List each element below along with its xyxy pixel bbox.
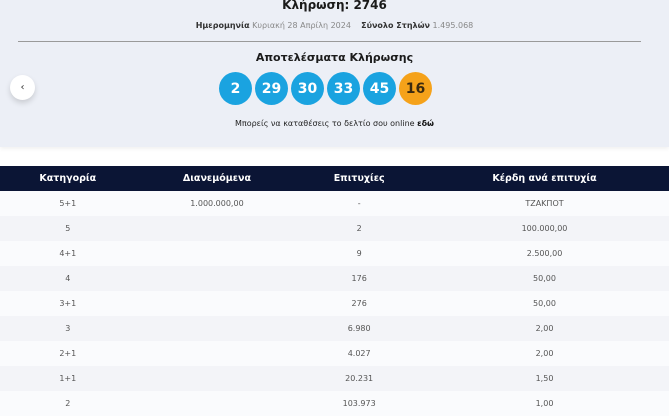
date-value: Κυριακή 28 Απρίλη 2024 (252, 21, 351, 30)
ball: 30 (291, 72, 324, 105)
table-row: 5 2 100.000,00 (0, 216, 669, 241)
date-label: Ημερομηνία (195, 21, 250, 30)
table-cell: 2 (0, 391, 136, 416)
table-cell: 50,00 (420, 266, 669, 291)
results-heading: Αποτελέσματα Κλήρωσης (255, 51, 414, 64)
table-row: 4+1 9 2.500,00 (0, 241, 669, 266)
table-cell (135, 316, 299, 341)
table-cell (135, 366, 299, 391)
table-cell: - (298, 191, 420, 216)
table-cell: 3+1 (0, 291, 136, 316)
table-cell: 9 (298, 241, 420, 266)
ball: 33 (327, 72, 360, 105)
columns-value: 1.495.068 (432, 21, 474, 30)
table-cell: 1.000.000,00 (135, 191, 299, 216)
table-cell: 2 (298, 216, 420, 241)
table-cell (135, 241, 299, 266)
table-cell: 6.980 (298, 316, 420, 341)
table-row: 3+1 276 50,00 (0, 291, 669, 316)
online-text: Μπορείς να καταθέσεις το δελτίο σου onli… (234, 119, 415, 128)
table-row: 1+1 20.231 1,50 (0, 366, 669, 391)
table-cell: 100.000,00 (420, 216, 669, 241)
table-row: 2 103.973 1,00 (0, 391, 669, 416)
table-cell (135, 216, 299, 241)
table-cell: 103.973 (298, 391, 420, 416)
table-cell (135, 266, 299, 291)
draw-panel: Κλήρωση: 2746 Ημερομηνία Κυριακή 28 Απρί… (0, 0, 669, 147)
table-cell: 2+1 (0, 341, 136, 366)
chevron-left-icon: ‹ (20, 82, 25, 93)
table-cell: ΤΖΑΚΠΟΤ (420, 191, 669, 216)
columns-label: Σύνολο Στηλών (361, 21, 430, 30)
table-row: 2+1 4.027 2,00 (0, 341, 669, 366)
table-cell (135, 341, 299, 366)
table-cell: 1,50 (420, 366, 669, 391)
table-cell: 3 (0, 316, 136, 341)
table-cell: 4+1 (0, 241, 136, 266)
col-distributed: Διανεμόμενα (135, 166, 299, 191)
draw-title: Κλήρωση: 2746 (282, 0, 387, 12)
ball: 29 (255, 72, 288, 105)
table-cell: 50,00 (420, 291, 669, 316)
table-cell (135, 391, 299, 416)
bonus-ball: 16 (399, 72, 432, 105)
divider (18, 41, 641, 42)
winning-numbers: 2 29 30 33 45 16 (219, 72, 432, 105)
table-cell: 2.500,00 (420, 241, 669, 266)
table-row: 5+1 1.000.000,00- ΤΖΑΚΠΟΤ (0, 191, 669, 216)
col-winners: Επιτυχίες (298, 166, 420, 191)
col-prize: Κέρδη ανά επιτυχία (420, 166, 669, 191)
draw-meta: Ημερομηνία Κυριακή 28 Απρίλη 2024 Σύνολο… (0, 21, 669, 30)
table-cell: 5+1 (0, 191, 136, 216)
ball: 2 (219, 72, 252, 105)
ball: 45 (363, 72, 396, 105)
table-cell: 1+1 (0, 366, 136, 391)
table-cell: 4 (0, 266, 136, 291)
table-cell: 20.231 (298, 366, 420, 391)
table-cell: 276 (298, 291, 420, 316)
table-row: 3 6.980 2,00 (0, 316, 669, 341)
table-row: 4 176 50,00 (0, 266, 669, 291)
table-cell: 5 (0, 216, 136, 241)
online-link[interactable]: εδώ (417, 119, 435, 128)
online-bet-text: Μπορείς να καταθέσεις το δελτίο σου onli… (0, 119, 669, 128)
col-category: Κατηγορία (0, 166, 136, 191)
table-cell: 176 (298, 266, 420, 291)
table-cell: 2,00 (420, 341, 669, 366)
table-cell: 2,00 (420, 316, 669, 341)
prize-table: Κατηγορία Διανεμόμενα Επιτυχίες Κέρδη αν… (0, 166, 669, 416)
table-cell (135, 291, 299, 316)
table-cell: 4.027 (298, 341, 420, 366)
previous-draw-button[interactable]: ‹ (10, 75, 35, 100)
table-cell: 1,00 (420, 391, 669, 416)
